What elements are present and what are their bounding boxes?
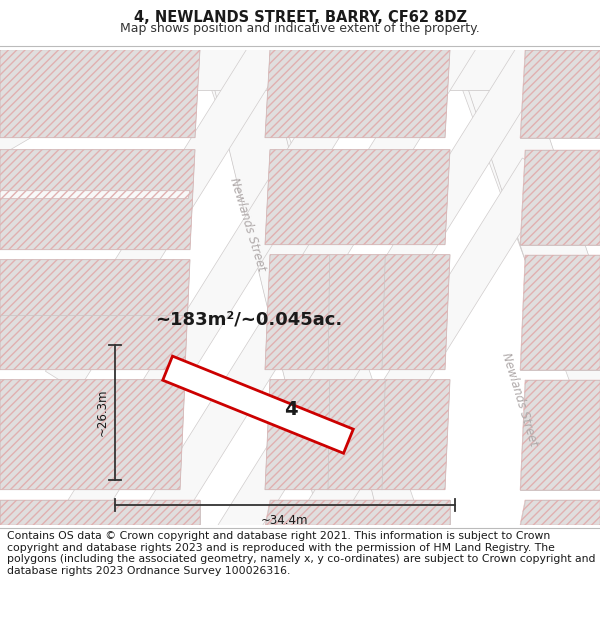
Text: Newlands Street: Newlands Street (500, 351, 541, 448)
Polygon shape (265, 255, 450, 369)
Polygon shape (265, 149, 450, 244)
Polygon shape (163, 356, 353, 453)
Polygon shape (205, 49, 380, 524)
Polygon shape (520, 49, 600, 138)
Polygon shape (455, 49, 600, 349)
Polygon shape (0, 0, 600, 161)
Polygon shape (520, 255, 600, 369)
Polygon shape (520, 149, 600, 244)
Polygon shape (0, 499, 200, 524)
Polygon shape (0, 149, 195, 249)
Polygon shape (0, 49, 200, 138)
Text: 4: 4 (284, 400, 297, 419)
Text: 4, NEWLANDS STREET, BARRY, CF62 8DZ: 4, NEWLANDS STREET, BARRY, CF62 8DZ (133, 10, 467, 25)
Polygon shape (0, 45, 600, 89)
Polygon shape (46, 0, 554, 391)
Polygon shape (46, 0, 554, 625)
Text: ~183m²/~0.045ac.: ~183m²/~0.045ac. (155, 311, 342, 329)
Polygon shape (265, 379, 450, 489)
Text: ~34.4m: ~34.4m (261, 514, 309, 527)
Polygon shape (520, 499, 600, 524)
Polygon shape (520, 379, 600, 489)
Text: ~26.3m: ~26.3m (95, 388, 109, 436)
Polygon shape (46, 38, 554, 625)
Text: Contains OS data © Crown copyright and database right 2021. This information is : Contains OS data © Crown copyright and d… (7, 531, 596, 576)
Text: Map shows position and indicative extent of the property.: Map shows position and indicative extent… (120, 22, 480, 34)
Polygon shape (448, 30, 600, 539)
Polygon shape (265, 49, 450, 138)
Polygon shape (0, 379, 185, 489)
Text: Newlands Street: Newlands Street (227, 176, 268, 273)
Polygon shape (197, 30, 422, 544)
Polygon shape (46, 158, 554, 625)
Polygon shape (0, 191, 190, 199)
Polygon shape (265, 499, 450, 524)
Polygon shape (0, 260, 190, 369)
Polygon shape (46, 0, 554, 556)
